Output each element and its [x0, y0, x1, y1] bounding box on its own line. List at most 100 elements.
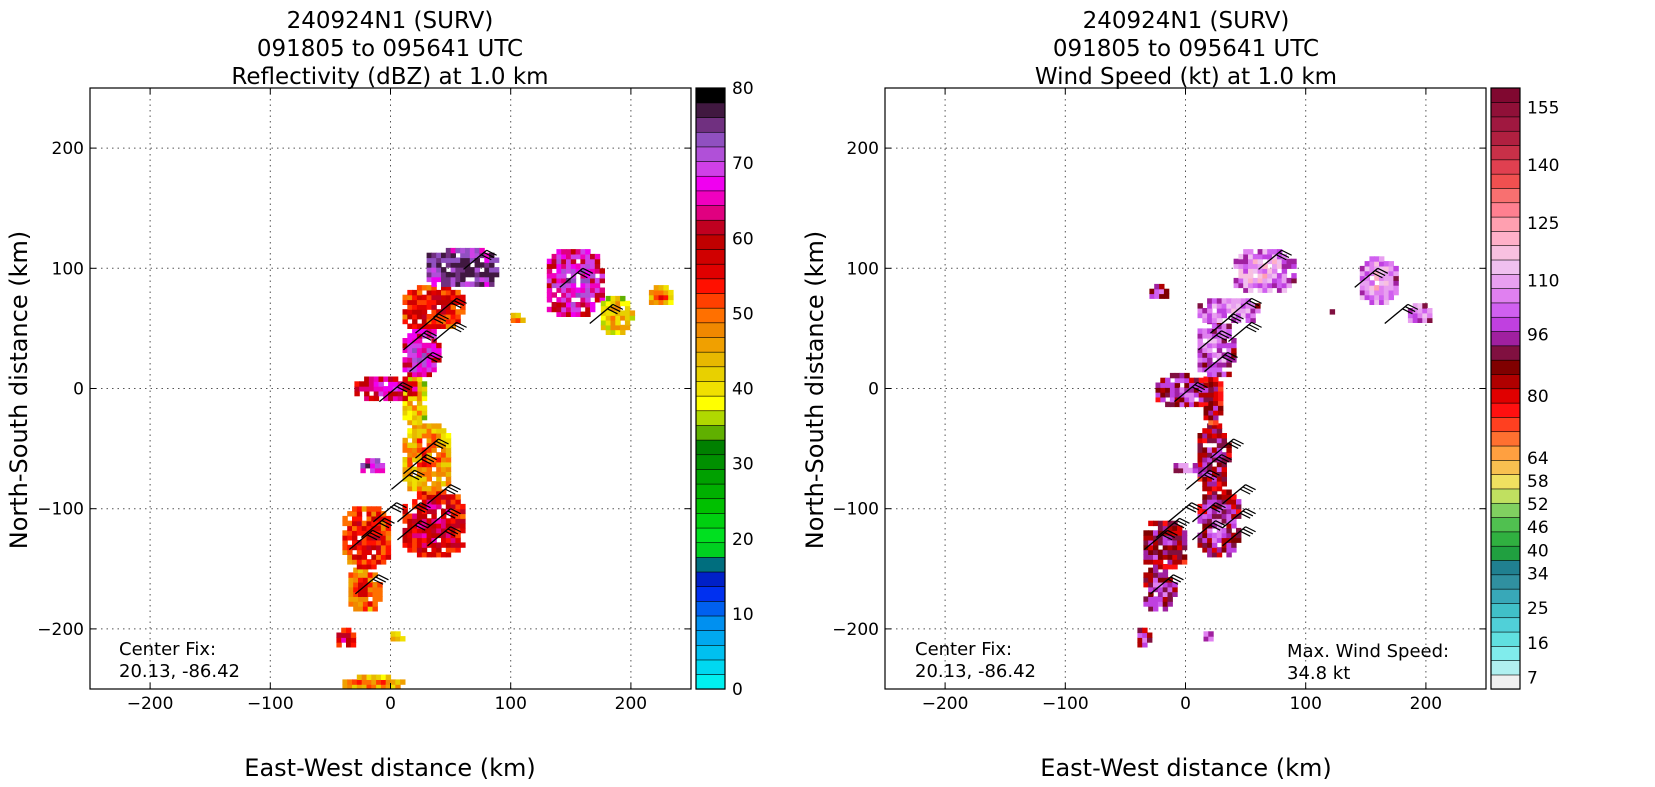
- colorbar-swatch: [1490, 516, 1521, 533]
- echo-pixel: [561, 277, 567, 284]
- colorbar-swatch: [1490, 373, 1521, 390]
- echo-pixel: [352, 544, 358, 551]
- echo-pixel: [1197, 312, 1203, 319]
- echo-pixel: [1427, 317, 1433, 323]
- echo-pixel: [1364, 270, 1370, 277]
- echo-pixel: [566, 263, 572, 269]
- echo-pixel: [556, 268, 562, 274]
- echo-pixel: [421, 489, 428, 495]
- echo-pixel: [585, 311, 591, 317]
- echo-pixel: [1257, 273, 1263, 279]
- echo-pixel: [460, 276, 466, 283]
- echo-pixel: [361, 559, 368, 565]
- echo-pixel: [380, 679, 387, 685]
- echo-pixel: [1213, 386, 1219, 392]
- echo-pixel: [1374, 289, 1380, 296]
- colorbar-tick-label: 125: [1527, 214, 1559, 234]
- echo-pixel: [455, 532, 461, 539]
- echo-pixel: [388, 395, 394, 402]
- echo-pixel: [510, 317, 517, 323]
- echo-pixel: [366, 544, 372, 551]
- echo-pixel: [412, 433, 418, 439]
- echo-pixel: [1216, 433, 1223, 439]
- echo-pixel: [1148, 582, 1154, 588]
- echo-pixel: [412, 390, 418, 397]
- echo-pixel: [561, 311, 567, 317]
- echo-pixel: [407, 400, 413, 406]
- echo-pixel: [1207, 537, 1213, 543]
- echo-pixel: [489, 257, 495, 263]
- echo-pixel: [546, 258, 553, 265]
- echo-pixel: [1374, 285, 1380, 291]
- echo-pixel: [1153, 567, 1159, 573]
- wind-barb: [1198, 454, 1232, 475]
- echo-pixel: [1374, 299, 1380, 305]
- echo-region: [1149, 283, 1170, 299]
- echo-pixel: [1245, 303, 1251, 309]
- echo-pixel: [615, 315, 621, 321]
- echo-pixel: [421, 318, 428, 325]
- echo-pixel: [1157, 525, 1164, 531]
- echo-pixel: [1197, 308, 1203, 314]
- echo-pixel: [648, 294, 655, 301]
- echo-pixel: [1231, 357, 1237, 363]
- echo-pixel: [594, 263, 601, 269]
- echo-pixel: [1226, 542, 1232, 548]
- wind-barb: [1192, 502, 1226, 523]
- echo-pixel: [1208, 405, 1214, 411]
- echo-pixel: [610, 310, 616, 316]
- echo-pixel: [1233, 263, 1239, 269]
- echo-pixel: [407, 476, 413, 482]
- echo-pixel: [371, 544, 377, 551]
- echo-pixel: [347, 544, 353, 551]
- echo-pixel: [412, 527, 418, 534]
- echo-pixel: [416, 314, 423, 320]
- echo-pixel: [1202, 362, 1208, 368]
- echo-pixel: [402, 294, 408, 301]
- echo-pixel: [1213, 414, 1219, 421]
- echo-pixel: [426, 342, 432, 349]
- echo-pixel: [436, 552, 442, 558]
- colorbar-tick-label: 40: [732, 380, 754, 400]
- echo-pixel: [445, 476, 452, 482]
- echo-pixel: [1272, 273, 1278, 279]
- wind-barb: [1186, 469, 1220, 490]
- echo-pixel: [1157, 596, 1164, 602]
- echo-pixel: [360, 467, 366, 474]
- colorbar-swatch: [695, 351, 726, 368]
- echo-pixel: [455, 276, 461, 283]
- echo-pixel: [668, 299, 674, 305]
- echo-pixel: [356, 506, 363, 512]
- echo-pixel: [431, 542, 437, 548]
- echo-pixel: [362, 577, 369, 583]
- echo-pixel: [371, 520, 377, 527]
- colorbar-swatch: [1490, 545, 1521, 561]
- wind-barb: [372, 502, 407, 523]
- echo-pixel: [450, 494, 456, 500]
- echo-pixel: [1388, 275, 1394, 281]
- echo-pixel: [450, 309, 456, 315]
- echo-pixel: [1216, 461, 1223, 468]
- echo-pixel: [421, 499, 428, 505]
- echo-pixel: [1226, 442, 1232, 448]
- echo-pixel: [431, 257, 437, 263]
- echo-pixel: [1369, 294, 1375, 301]
- wind-barb: [1204, 351, 1238, 373]
- echo-pixel: [1236, 537, 1242, 543]
- echo-pixel: [653, 294, 660, 301]
- echo-pixel: [441, 499, 447, 505]
- y-tick-label: −100: [832, 500, 879, 520]
- echo-pixel: [668, 294, 674, 301]
- echo-pixel: [1174, 392, 1181, 398]
- echo-pixel: [1162, 549, 1169, 555]
- echo-pixel: [412, 328, 418, 334]
- echo-pixel: [561, 282, 567, 289]
- echo-pixel: [1178, 463, 1184, 469]
- echo-pixel: [1216, 371, 1223, 378]
- echo-pixel: [1412, 303, 1419, 309]
- colorbar-swatch: [1490, 159, 1521, 175]
- echo-pixel: [445, 461, 452, 468]
- echo-pixel: [372, 591, 378, 597]
- echo-pixel: [1276, 287, 1283, 293]
- echo-pixel: [431, 489, 437, 495]
